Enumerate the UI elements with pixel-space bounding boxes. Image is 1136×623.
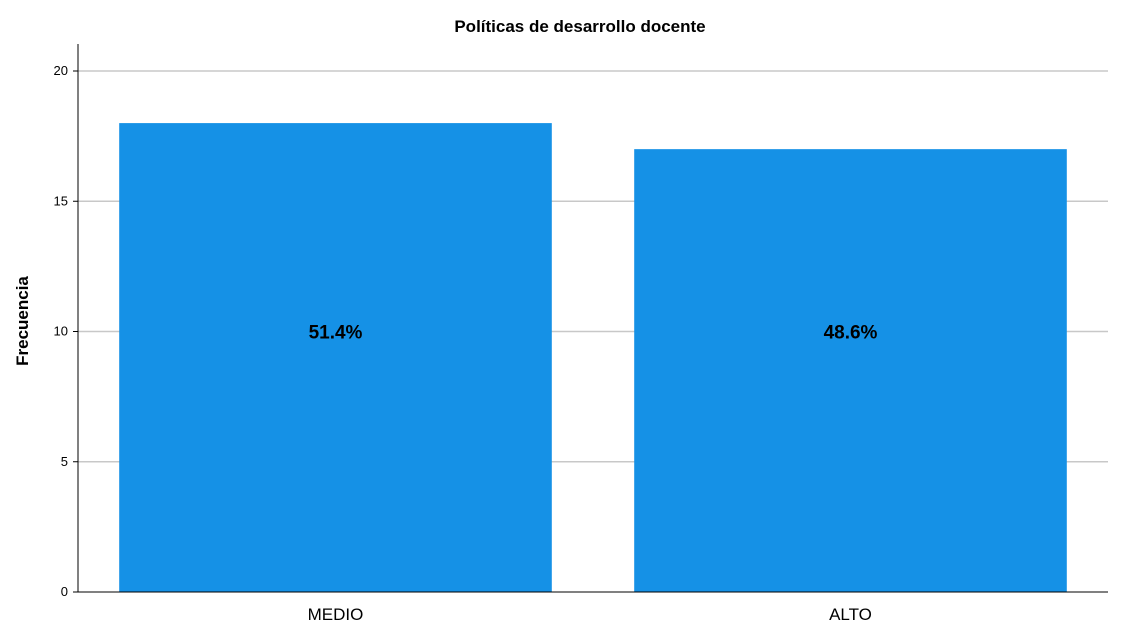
x-tick-labels: MEDIO ALTO xyxy=(308,605,872,623)
y-tick-label-5: 5 xyxy=(61,454,68,469)
data-label-alto: 48.6% xyxy=(824,323,878,344)
y-tick-label-0: 0 xyxy=(61,584,68,599)
data-label-medio: 51.4% xyxy=(309,323,363,344)
x-tick-label-medio: MEDIO xyxy=(308,605,364,623)
chart-title: Políticas de desarrollo docente xyxy=(454,17,705,36)
x-tick-label-alto: ALTO xyxy=(829,605,872,623)
y-tick-label-10: 10 xyxy=(54,324,68,339)
y-tick-label-20: 20 xyxy=(54,63,68,78)
bar-alto xyxy=(634,149,1067,592)
y-tick-labels: 0 5 10 15 20 xyxy=(54,63,78,599)
bar-medio xyxy=(119,123,552,592)
axes xyxy=(77,44,1108,593)
y-tick-label-15: 15 xyxy=(54,193,68,208)
y-axis-label: Frecuencia xyxy=(13,276,32,366)
bars xyxy=(119,123,1067,592)
data-labels: 51.4% 48.6% xyxy=(309,323,878,344)
